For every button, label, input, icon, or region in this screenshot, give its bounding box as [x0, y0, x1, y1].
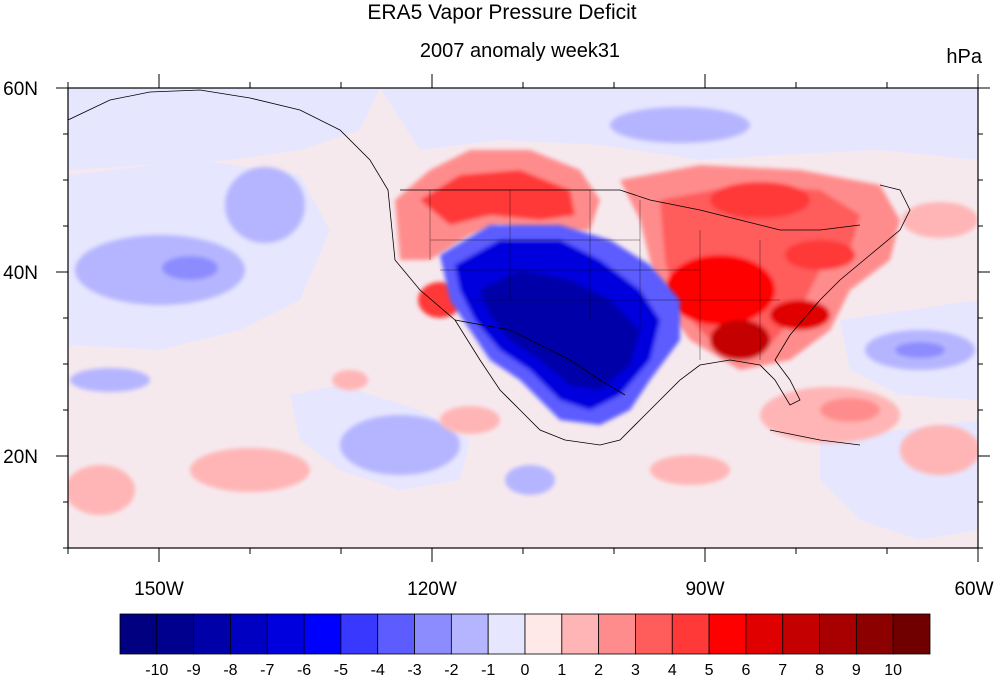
anomaly-blob-pacific-pos-c — [332, 370, 368, 390]
colorbar-label: 0 — [521, 662, 530, 679]
colorbar-label: -4 — [371, 662, 385, 679]
anomaly-region-pacific-north — [68, 88, 380, 170]
colorbar-swatch — [487, 613, 526, 655]
coastline-cuba — [769, 429, 861, 446]
colorbar-swatch — [745, 613, 784, 655]
colorbar-swatch — [414, 613, 452, 655]
map-plot-area — [68, 88, 978, 548]
colorbar-label: 8 — [815, 662, 824, 679]
colorbar-label: 7 — [778, 662, 787, 679]
colorbar-swatch — [119, 613, 158, 655]
border-us-mexico — [454, 319, 626, 396]
colorbar-label: -7 — [260, 662, 274, 679]
colorbar-label: -2 — [444, 662, 458, 679]
axis-labels: 150W 120W 90W 60W 60N 40N 20N — [3, 79, 993, 600]
lat-tick-label: 20N — [3, 447, 38, 468]
colorbar-swatch — [671, 613, 710, 655]
colorbar-swatch — [266, 613, 305, 655]
anomaly-blob-atlantic-pos-d — [900, 425, 978, 475]
lon-tick-label: 90W — [685, 579, 724, 600]
colorbar-swatch — [193, 613, 231, 655]
colorbar-label: -6 — [297, 662, 311, 679]
light-positive-regions — [68, 202, 978, 515]
colorbar-swatch — [377, 613, 415, 655]
coastline-north-america — [68, 89, 911, 446]
anomaly-blob-atlantic-b — [895, 342, 945, 358]
anomaly-blob-canada-a — [610, 107, 750, 143]
colorbar-swatch — [303, 613, 342, 655]
lat-tick-label: 60N — [3, 79, 38, 100]
chart-subtitle: 2007 anomaly week31 — [419, 40, 621, 62]
colorbar-swatch — [708, 613, 747, 655]
colorbar-label: 1 — [557, 662, 566, 679]
anomaly-blob-pacific-c — [162, 256, 218, 280]
colorbar-swatch — [450, 613, 489, 655]
colorbar-label: -10 — [145, 662, 168, 679]
anomaly-blob-carolinas — [770, 300, 830, 330]
colorbar-swatch — [635, 613, 673, 655]
lat-tick-label: 40N — [3, 263, 38, 284]
colorbar-swatch — [855, 613, 894, 655]
colorbar-label: 10 — [884, 662, 902, 679]
colorbar-swatch — [892, 613, 931, 655]
anomaly-region-north-plains-inner — [420, 170, 575, 225]
colorbar-swatch — [598, 613, 636, 655]
anomaly-blob-pacific-pos-d — [440, 406, 500, 434]
state-borders — [429, 190, 780, 360]
colorbar-swatch — [156, 613, 195, 655]
anomaly-blob-atlantic-pos-c — [902, 202, 978, 238]
colorbar-swatch — [340, 613, 379, 655]
colorbar-label: 2 — [594, 662, 603, 679]
coastlines — [68, 89, 911, 446]
colorbar-swatch — [230, 613, 268, 655]
lon-tick-label: 120W — [407, 579, 457, 600]
colorbar-label: 3 — [631, 662, 640, 679]
colorbar-label: 9 — [852, 662, 861, 679]
anomaly-blob-pacific-a — [75, 235, 245, 305]
colorbar: -10 -9 -8 -7 -6 -5 -4 -3 -2 -1 0 1 2 3 4 5 6 7 8 9 10 — [119, 613, 931, 679]
chart-title: ERA5 Vapor Pressure Deficit — [367, 1, 637, 24]
anomaly-blob-ohio-valley — [665, 255, 775, 325]
anomaly-blob-pacific-pos-b — [68, 465, 135, 515]
medium-negative-regions — [70, 107, 975, 495]
axis-ticks — [56, 74, 990, 562]
lon-tick-label: 60W — [954, 579, 993, 600]
anomaly-blob-pacific-d — [340, 415, 460, 475]
anomaly-blob-caribbean-pos — [650, 455, 730, 485]
colorbar-label: -5 — [334, 662, 348, 679]
colorbar-label: -9 — [187, 662, 201, 679]
anomaly-blob-pacific-pos-a — [190, 448, 310, 492]
colorbar-label: 4 — [668, 662, 677, 679]
colorbar-swatch — [561, 613, 600, 655]
border-us-canada — [400, 189, 861, 231]
colorbar-label: -1 — [481, 662, 495, 679]
colorbar-label: 6 — [741, 662, 750, 679]
anomaly-blob-gulf — [505, 465, 555, 495]
anomaly-blob-pacific-e — [70, 368, 150, 392]
lon-tick-label: 150W — [134, 579, 184, 600]
colorbar-label: -8 — [223, 662, 237, 679]
anomaly-blob-pacific-b — [225, 167, 305, 243]
anomaly-blob-great-lakes — [710, 182, 810, 218]
colorbar-label: -3 — [407, 662, 421, 679]
colorbar-swatch — [782, 613, 820, 655]
units-label: hPa — [946, 46, 982, 68]
colorbar-swatch — [819, 613, 857, 655]
anomaly-blob-northeast — [785, 240, 855, 270]
anomaly-blob-southeast — [710, 320, 770, 360]
anomaly-blob-atlantic-pos-b — [820, 398, 880, 422]
colorbar-label: 5 — [705, 662, 714, 679]
colorbar-swatch — [524, 613, 563, 655]
